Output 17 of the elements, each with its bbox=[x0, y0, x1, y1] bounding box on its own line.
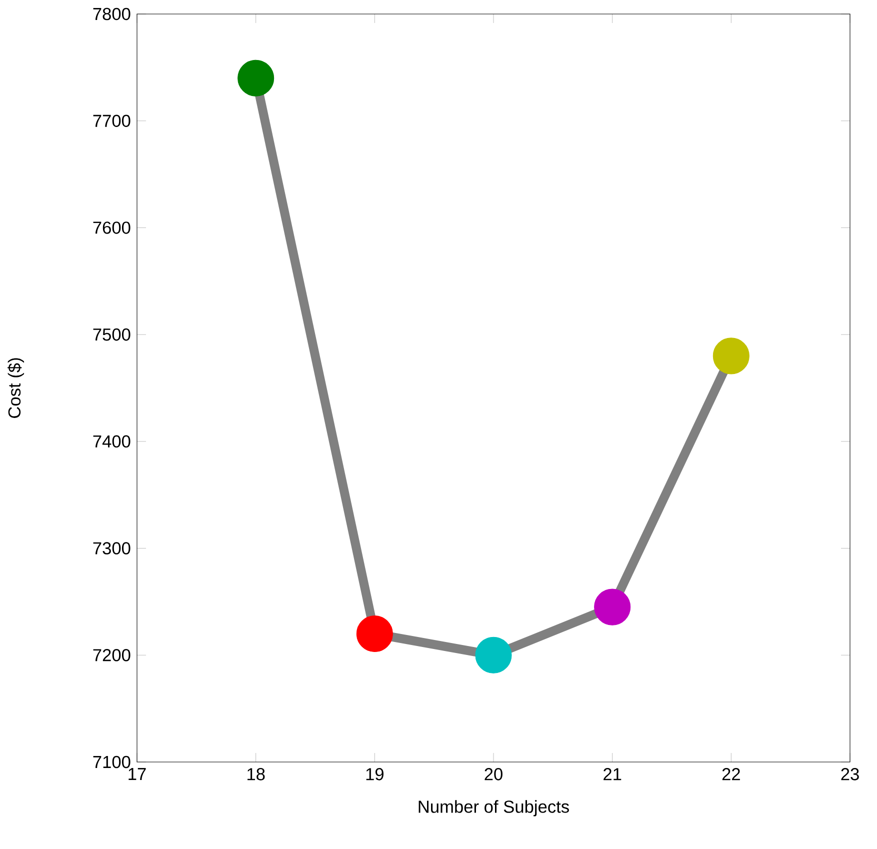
x-tick-label: 18 bbox=[248, 768, 265, 780]
y-tick-label: 7300 bbox=[93, 542, 130, 554]
y-tick-label: 7600 bbox=[93, 222, 130, 234]
y-tick-label: 7700 bbox=[93, 114, 130, 127]
x-tick-label: 17 bbox=[128, 768, 146, 780]
y-tick-label: 7100 bbox=[93, 756, 130, 768]
y-axis-title: Cost ($) bbox=[8, 358, 24, 418]
x-tick-label: 21 bbox=[604, 768, 622, 780]
x-tick-label: 22 bbox=[722, 768, 740, 780]
x-tick-label: 19 bbox=[366, 768, 384, 780]
y-tick-label: 7200 bbox=[93, 649, 130, 662]
y-tick-label: 7800 bbox=[93, 8, 130, 20]
y-tick-label: 7400 bbox=[93, 435, 130, 448]
x-tick-label: 23 bbox=[841, 768, 859, 780]
y-tick-label: 7500 bbox=[93, 328, 130, 341]
x-tick-label: 20 bbox=[484, 768, 502, 780]
x-axis-title: Number of Subjects bbox=[418, 800, 569, 816]
